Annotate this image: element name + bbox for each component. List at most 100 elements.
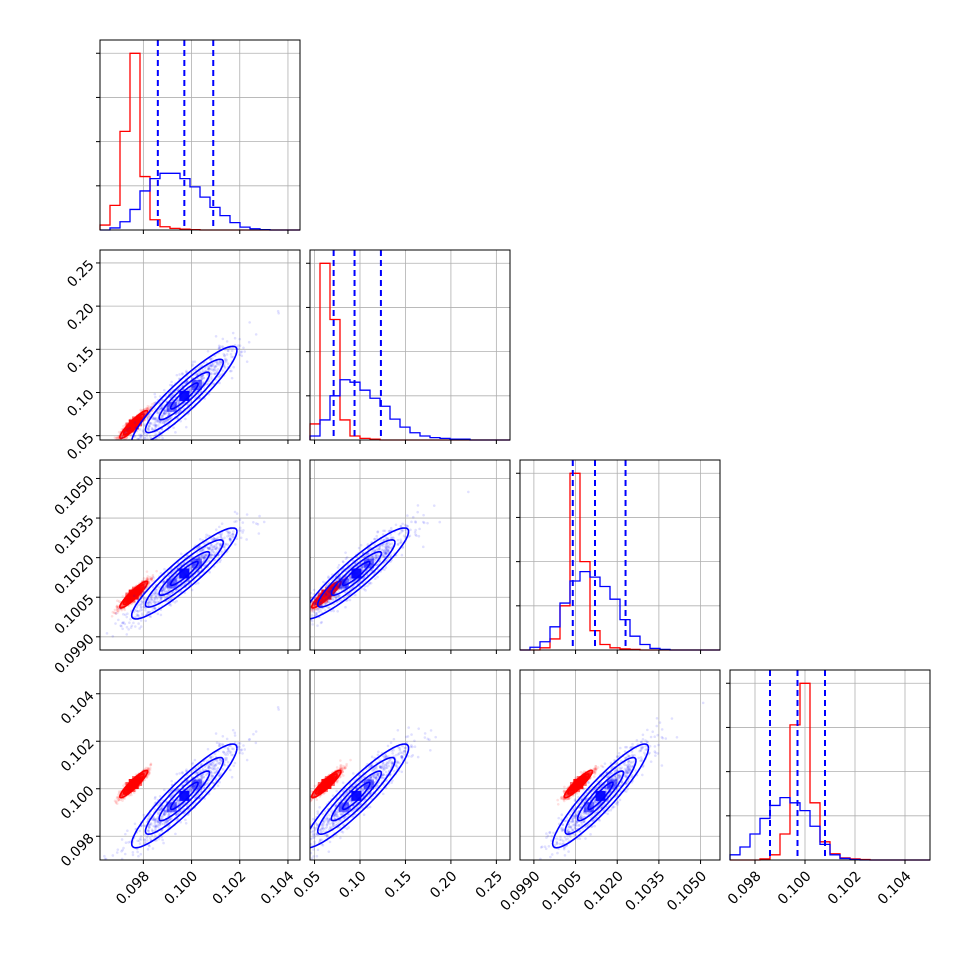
scatter-point: [137, 622, 140, 625]
scatter-point: [149, 422, 152, 425]
scatter-point: [225, 529, 229, 533]
scatter-point: [151, 428, 155, 432]
scatter-point: [177, 401, 181, 405]
scatter-point: [215, 546, 219, 550]
scatter-point: [197, 555, 201, 559]
scatter-point: [204, 553, 207, 557]
scatter-point: [328, 590, 331, 593]
scatter-point: [207, 367, 211, 371]
scatter-point: [118, 607, 122, 610]
scatter-point: [115, 605, 119, 608]
scatter-point: [213, 545, 217, 549]
scatter-point: [204, 536, 208, 539]
scatter-point: [329, 595, 332, 599]
scatter-point: [223, 354, 226, 358]
contour-line: [310, 580, 342, 609]
scatter-point: [136, 614, 139, 618]
scatter-point: [156, 612, 160, 616]
scatter-point: [208, 357, 212, 361]
scatter-point: [316, 607, 319, 611]
scatter-point: [166, 599, 170, 603]
scatter-point: [143, 597, 147, 601]
scatter-point: [155, 411, 159, 415]
scatter-point: [319, 621, 323, 625]
scatter-point: [163, 409, 167, 412]
scatter-point: [252, 520, 255, 524]
scatter-point: [159, 406, 163, 409]
scatter-point: [370, 556, 373, 559]
contour-line: [158, 550, 211, 597]
scatter-point: [323, 602, 327, 605]
scatter-point: [146, 406, 150, 410]
scatter-point: [210, 553, 214, 557]
scatter-point: [188, 391, 192, 394]
scatter-point: [335, 588, 338, 592]
scatter-point: [205, 545, 209, 549]
scatter-point: [133, 421, 137, 424]
scatter-point: [337, 594, 341, 598]
scatter-point: [231, 532, 235, 536]
scatter-point: [217, 344, 221, 348]
scatter-point: [159, 598, 163, 601]
scatter-point: [146, 578, 150, 582]
scatter-point: [138, 435, 142, 439]
scatter-point: [141, 579, 144, 583]
scatter-point: [158, 395, 162, 398]
scatter-point: [208, 545, 212, 549]
scatter-point: [197, 545, 201, 549]
scatter-point: [223, 365, 227, 368]
scatter-point: [206, 349, 210, 353]
scatter-point: [383, 555, 386, 559]
scatter-point: [139, 606, 143, 609]
scatter-point: [190, 588, 194, 592]
scatter-point: [139, 440, 142, 443]
scatter-point: [202, 376, 205, 379]
scatter-point: [126, 427, 129, 431]
density-block: [191, 558, 202, 569]
scatter-point: [147, 603, 150, 607]
scatter-point: [153, 416, 157, 420]
scatter-point: [302, 623, 305, 626]
scatter-point: [150, 577, 153, 581]
scatter-point: [190, 364, 194, 368]
scatter-point: [154, 424, 157, 428]
scatter-point: [148, 405, 151, 408]
scatter-point: [200, 555, 204, 559]
scatter-point: [139, 625, 143, 628]
scatter-point: [258, 514, 261, 518]
scatter-point: [237, 347, 241, 351]
scatter-point: [214, 528, 218, 531]
scatter-point: [217, 375, 221, 379]
scatter-point: [375, 556, 378, 560]
scatter-point: [223, 366, 227, 370]
grid-lines: [310, 460, 510, 650]
scatter-point: [120, 604, 124, 608]
scatter-point: [232, 365, 236, 369]
scatter-point: [171, 398, 175, 402]
scatter-point: [204, 553, 208, 557]
scatter-point: [138, 428, 142, 431]
scatter-point: [328, 589, 331, 592]
scatter-point: [226, 362, 230, 365]
scatter-point: [198, 371, 201, 375]
scatter-point: [163, 587, 166, 591]
scatter-point: [219, 360, 222, 364]
scatter-point: [146, 437, 149, 440]
scatter-point: [408, 534, 412, 538]
scatter-point: [339, 599, 343, 602]
scatter-point: [228, 531, 232, 534]
scatter-point: [146, 407, 149, 411]
scatter-point: [320, 620, 324, 624]
scatter-point: [148, 443, 151, 446]
scatter-point: [160, 590, 164, 593]
scatter-point: [154, 600, 158, 604]
scatter-point: [150, 576, 153, 580]
scatter-point: [237, 344, 240, 347]
scatter-point: [164, 420, 167, 424]
scatter-point: [200, 374, 204, 378]
scatter-point: [209, 367, 213, 371]
scatter-point: [156, 420, 160, 423]
scatter-point: [218, 544, 222, 547]
scatter-point: [333, 595, 337, 599]
scatter-point: [209, 555, 212, 558]
